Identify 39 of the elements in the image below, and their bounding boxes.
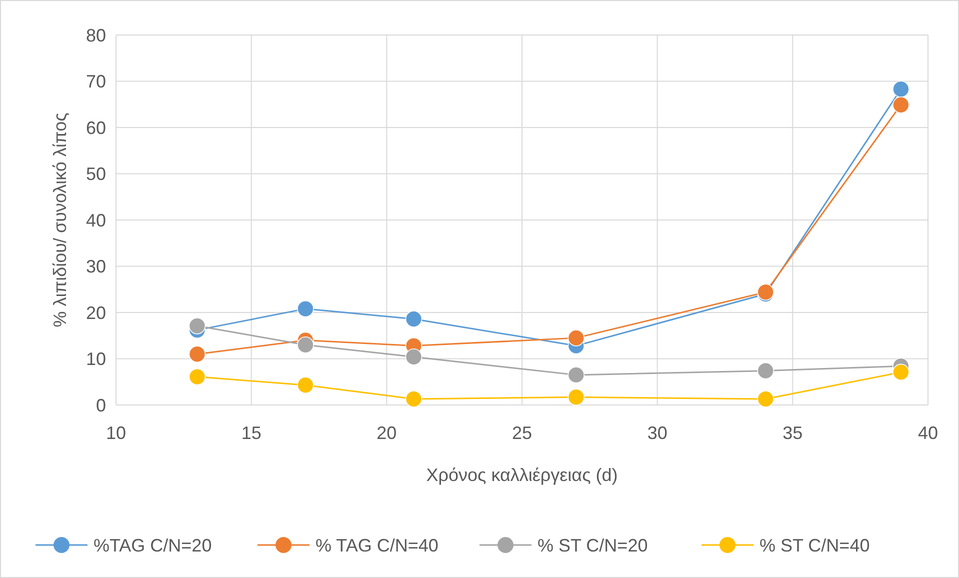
point [405,390,422,408]
point [757,362,774,380]
y-tick-label: 10 [86,349,106,370]
x-tick-label: 40 [918,423,938,443]
legend-label: % TAG C/N=40 [316,535,438,556]
x-tick-label: 20 [376,423,397,443]
y-tick-label: 30 [86,256,106,277]
y-axis-title: % λιπιδίου/ συνολικό λίπος [50,112,70,328]
x-tick-label: 35 [782,423,803,443]
y-tick-label: 40 [86,210,106,230]
point [568,330,585,346]
x-tick-label: 30 [647,423,668,443]
point [892,80,910,98]
point [405,348,422,366]
y-tick-label: 20 [86,302,106,323]
x-tick-label: 15 [241,423,262,443]
x-tick-label: 25 [512,423,532,443]
point [188,318,206,334]
point [297,376,314,394]
point [757,390,774,408]
point [297,336,314,354]
x-tick-label: 10 [106,423,126,443]
point [405,310,422,328]
point [568,388,585,406]
point [892,364,910,381]
y-tick-label: 0 [96,395,106,416]
point [188,368,206,386]
point [568,366,585,384]
legend-label: %TAG C/N=20 [94,535,212,556]
point [188,346,206,363]
y-tick-label: 50 [86,164,106,184]
y-tick-label: 70 [86,72,106,92]
point [297,300,314,318]
y-tick-label: 80 [86,25,106,46]
point [892,96,910,114]
x-axis-title: Χρόνος καλλιέργειας (d) [426,465,618,485]
legend-label: % ST C/N=40 [760,535,870,556]
legend-label: % ST C/N=20 [538,535,648,556]
y-tick-label: 60 [86,118,106,138]
